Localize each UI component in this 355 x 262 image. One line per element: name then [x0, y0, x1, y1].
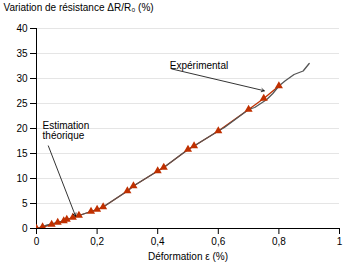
svg-text:1: 1	[337, 236, 343, 247]
svg-text:10: 10	[16, 173, 28, 184]
svg-text:30: 30	[16, 73, 28, 84]
svg-text:0: 0	[34, 236, 40, 247]
svg-text:Variation de résistance ΔR/R₀: Variation de résistance ΔR/R₀ (%)	[4, 2, 154, 13]
svg-text:Estimationthéorique: Estimationthéorique	[43, 120, 90, 141]
svg-text:40: 40	[16, 23, 28, 34]
svg-text:0,2: 0,2	[90, 236, 104, 247]
svg-text:Déformation ε (%): Déformation ε (%)	[148, 251, 228, 262]
svg-text:0,4: 0,4	[151, 236, 165, 247]
svg-text:Expérimental: Expérimental	[170, 60, 228, 71]
svg-text:0,8: 0,8	[272, 236, 286, 247]
svg-text:20: 20	[16, 123, 28, 134]
svg-text:25: 25	[16, 98, 28, 109]
svg-text:0: 0	[22, 223, 28, 234]
svg-text:35: 35	[16, 48, 28, 59]
svg-text:0,6: 0,6	[211, 236, 225, 247]
svg-text:15: 15	[16, 148, 28, 159]
svg-text:5: 5	[22, 198, 28, 209]
